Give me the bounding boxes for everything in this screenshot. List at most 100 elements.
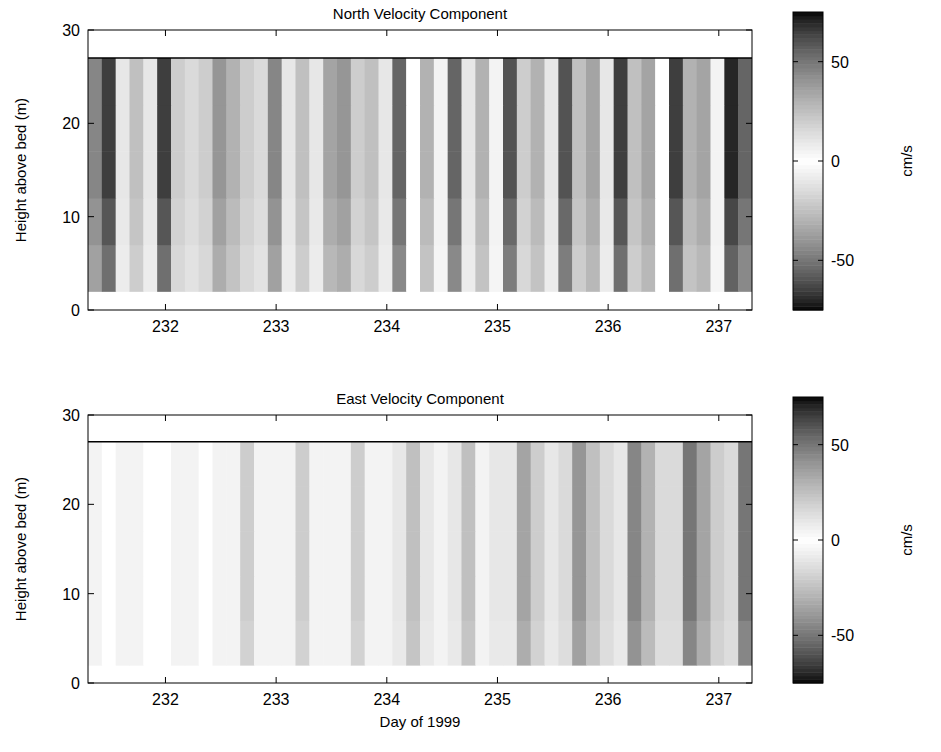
cell (116, 105, 130, 152)
cell (697, 151, 711, 198)
cell (434, 151, 448, 198)
cell (365, 58, 379, 105)
cell (724, 105, 738, 152)
cell (254, 245, 268, 292)
cell (116, 531, 130, 576)
cell (268, 58, 282, 105)
cell (669, 576, 683, 621)
colorbar-step (793, 31, 823, 35)
colorbar-step (793, 458, 823, 462)
cell (379, 105, 393, 152)
colorbar-step (793, 139, 823, 143)
cell (88, 105, 102, 152)
colorbar-step (793, 276, 823, 280)
cell (738, 486, 752, 531)
cell (738, 576, 752, 621)
cell (365, 151, 379, 198)
cell (379, 576, 393, 621)
x-tick-label: 233 (263, 318, 290, 335)
colorbar-step (793, 654, 823, 658)
cell (379, 620, 393, 665)
cell (628, 198, 642, 245)
cell (226, 151, 240, 198)
cell (116, 245, 130, 292)
cell (558, 442, 572, 487)
cell (171, 576, 185, 621)
colorbar-tick-label: -50 (831, 252, 854, 269)
colorbar-step (793, 422, 823, 426)
cell (268, 245, 282, 292)
colorbar-step (793, 526, 823, 530)
colorbar-step (793, 183, 823, 187)
cell (448, 620, 462, 665)
x-tick (608, 415, 609, 421)
cell (213, 486, 227, 531)
colorbar-step (793, 433, 823, 437)
cell (669, 245, 683, 292)
panel-title: North Velocity Component (333, 5, 508, 22)
cell (309, 531, 323, 576)
colorbar-step (793, 42, 823, 46)
cell (392, 58, 406, 105)
colorbar-step (793, 672, 823, 676)
colorbar-step (793, 243, 823, 247)
cell (475, 576, 489, 621)
panel: 2322332342352362370102030East Velocity C… (12, 390, 915, 730)
cell (323, 442, 337, 487)
colorbar-step (793, 558, 823, 562)
cell (88, 531, 102, 576)
cell (296, 442, 310, 487)
cell (697, 620, 711, 665)
x-tick-label: 236 (595, 318, 622, 335)
cell (448, 151, 462, 198)
cell (462, 442, 476, 487)
cell (697, 576, 711, 621)
colorbar-step (793, 87, 823, 91)
cell (226, 620, 240, 665)
cell (503, 151, 517, 198)
cell (683, 531, 697, 576)
cell (641, 105, 655, 152)
colorbar-step (793, 131, 823, 135)
colorbar-step (793, 280, 823, 284)
cell (337, 105, 351, 152)
colorbar-step (793, 109, 823, 113)
cell (448, 198, 462, 245)
cell (213, 620, 227, 665)
cell (323, 486, 337, 531)
cell (586, 531, 600, 576)
colorbar-step (793, 165, 823, 169)
cell (282, 105, 296, 152)
cell (88, 198, 102, 245)
cell (683, 442, 697, 487)
x-tick (608, 30, 609, 36)
cell (724, 620, 738, 665)
colorbar-step (793, 172, 823, 176)
cell (143, 442, 157, 487)
cell (323, 245, 337, 292)
cell (600, 245, 614, 292)
colorbar-tick (818, 635, 823, 636)
cell (669, 531, 683, 576)
cell (88, 151, 102, 198)
colorbar-step (793, 262, 823, 266)
cell (655, 620, 669, 665)
cell (531, 531, 545, 576)
x-tick (165, 677, 166, 683)
cell (420, 245, 434, 292)
cell (379, 58, 393, 105)
cell (545, 620, 559, 665)
cell (711, 531, 725, 576)
cell (351, 486, 365, 531)
cell (379, 151, 393, 198)
colorbar-step (793, 60, 823, 64)
cell (448, 245, 462, 292)
cell (614, 58, 628, 105)
cell (545, 531, 559, 576)
cell (143, 486, 157, 531)
cell (434, 105, 448, 152)
colorbar-step (793, 224, 823, 228)
cell (296, 531, 310, 576)
cell (738, 198, 752, 245)
cell (130, 531, 144, 576)
